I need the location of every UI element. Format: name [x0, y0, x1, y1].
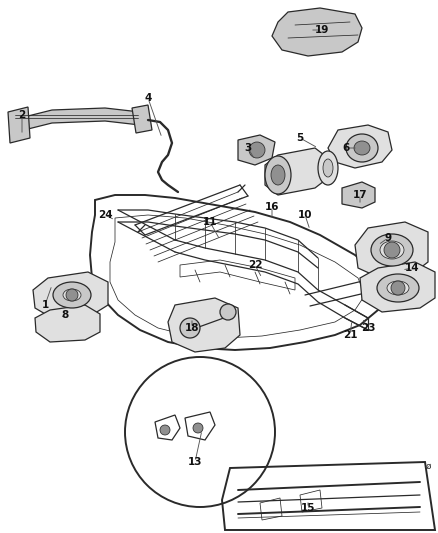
Ellipse shape	[271, 165, 285, 185]
Text: 19: 19	[315, 25, 329, 35]
Polygon shape	[238, 135, 275, 165]
Polygon shape	[360, 262, 435, 312]
Text: 9: 9	[385, 233, 392, 243]
Circle shape	[249, 142, 265, 158]
Polygon shape	[35, 305, 100, 342]
Text: 23: 23	[361, 323, 375, 333]
Polygon shape	[8, 107, 30, 143]
Text: 16: 16	[265, 202, 279, 212]
Polygon shape	[342, 182, 375, 208]
Polygon shape	[265, 148, 328, 195]
Text: 10: 10	[298, 210, 312, 220]
Ellipse shape	[265, 156, 291, 194]
Circle shape	[220, 304, 236, 320]
Text: ø: ø	[425, 462, 431, 471]
Ellipse shape	[371, 234, 413, 266]
Polygon shape	[132, 105, 152, 133]
Text: 14: 14	[405, 263, 419, 273]
Polygon shape	[168, 298, 240, 352]
Circle shape	[391, 281, 405, 295]
Text: 15: 15	[301, 503, 315, 513]
Ellipse shape	[53, 282, 91, 308]
Circle shape	[66, 289, 78, 301]
Polygon shape	[328, 125, 392, 168]
Text: 21: 21	[343, 330, 357, 340]
Text: 2: 2	[18, 110, 26, 120]
Circle shape	[180, 318, 200, 338]
Ellipse shape	[318, 151, 338, 185]
Text: 22: 22	[248, 260, 262, 270]
Circle shape	[193, 423, 203, 433]
Polygon shape	[12, 108, 140, 133]
Polygon shape	[33, 272, 108, 318]
Ellipse shape	[377, 274, 419, 302]
Circle shape	[384, 242, 400, 258]
Ellipse shape	[346, 134, 378, 162]
Text: 1: 1	[41, 300, 49, 310]
Circle shape	[160, 425, 170, 435]
Text: 6: 6	[343, 143, 350, 153]
Text: 3: 3	[244, 143, 251, 153]
Ellipse shape	[323, 159, 333, 177]
Text: 4: 4	[144, 93, 152, 103]
Text: 8: 8	[61, 310, 69, 320]
Ellipse shape	[354, 141, 370, 155]
Text: 18: 18	[185, 323, 199, 333]
Text: 17: 17	[353, 190, 367, 200]
Text: 13: 13	[188, 457, 202, 467]
Circle shape	[301, 24, 309, 32]
Circle shape	[334, 22, 342, 30]
Polygon shape	[355, 222, 428, 278]
Text: 11: 11	[203, 217, 217, 227]
Polygon shape	[272, 8, 362, 56]
Text: 24: 24	[98, 210, 112, 220]
Ellipse shape	[63, 289, 81, 301]
Ellipse shape	[387, 281, 409, 295]
Text: 5: 5	[297, 133, 304, 143]
Ellipse shape	[380, 241, 404, 259]
